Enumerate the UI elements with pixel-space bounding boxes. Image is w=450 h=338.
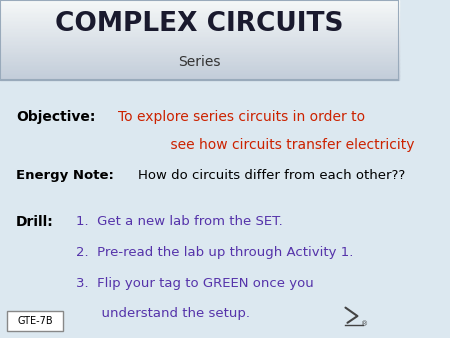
- Bar: [0, 13, 399, 15]
- Text: COMPLEX CIRCUITS: COMPLEX CIRCUITS: [55, 11, 344, 37]
- Bar: [0, 51, 399, 53]
- Text: Objective:: Objective:: [16, 110, 95, 124]
- Bar: [0, 8, 399, 9]
- Bar: [0, 50, 399, 52]
- Bar: [0, 38, 399, 40]
- Bar: [0, 0, 399, 2]
- Text: 3.  Flip your tag to GREEN once you: 3. Flip your tag to GREEN once you: [76, 277, 314, 290]
- Bar: [0, 25, 399, 27]
- Bar: [0, 12, 399, 14]
- Bar: [0, 78, 399, 80]
- Bar: [0, 6, 399, 8]
- Text: How do circuits differ from each other??: How do circuits differ from each other??: [138, 169, 405, 182]
- Bar: [0, 24, 399, 25]
- Bar: [0, 41, 399, 43]
- Bar: [0, 61, 399, 63]
- Text: To explore series circuits in order to: To explore series circuits in order to: [118, 110, 365, 124]
- Bar: [0, 35, 399, 37]
- Bar: [0, 28, 399, 29]
- Bar: [0, 69, 399, 70]
- Bar: [0, 1, 399, 3]
- Text: Series: Series: [179, 55, 221, 69]
- Bar: [0, 66, 399, 68]
- Text: Drill:: Drill:: [16, 215, 54, 229]
- Bar: [0, 19, 399, 20]
- Bar: [0, 73, 399, 74]
- Text: understand the setup.: understand the setup.: [76, 307, 250, 320]
- Bar: [0, 22, 399, 24]
- Bar: [0, 16, 399, 18]
- Bar: [0, 55, 399, 57]
- Text: ®: ®: [361, 321, 369, 328]
- Bar: [0, 67, 399, 69]
- Bar: [7, 311, 63, 331]
- Bar: [0, 58, 399, 60]
- Bar: [0, 15, 399, 16]
- Bar: [0, 45, 399, 47]
- Bar: [0, 42, 399, 44]
- Bar: [0, 20, 399, 21]
- Text: 2.  Pre-read the lab up through Activity 1.: 2. Pre-read the lab up through Activity …: [76, 246, 353, 259]
- Bar: [0, 62, 399, 64]
- Text: 1.  Get a new lab from the SET.: 1. Get a new lab from the SET.: [76, 215, 283, 228]
- Bar: [0, 30, 399, 32]
- Bar: [0, 59, 399, 61]
- Bar: [0, 17, 399, 19]
- Text: Energy Note:: Energy Note:: [16, 169, 114, 182]
- Bar: [0, 3, 399, 4]
- Text: GTE-7B: GTE-7B: [18, 316, 53, 326]
- Bar: [0, 0, 399, 80]
- Bar: [0, 32, 399, 33]
- Bar: [0, 10, 399, 12]
- Bar: [0, 70, 399, 72]
- Bar: [0, 40, 399, 41]
- Bar: [0, 4, 399, 5]
- Bar: [0, 46, 399, 48]
- Bar: [0, 65, 399, 66]
- Bar: [0, 77, 399, 78]
- Bar: [0, 21, 399, 23]
- Bar: [0, 37, 399, 39]
- Bar: [0, 34, 399, 36]
- Bar: [0, 5, 399, 7]
- Bar: [0, 53, 399, 54]
- Bar: [0, 33, 399, 35]
- Text: see how circuits transfer electricity: see how circuits transfer electricity: [118, 138, 414, 152]
- Bar: [0, 48, 399, 49]
- Bar: [0, 49, 399, 50]
- Bar: [0, 54, 399, 56]
- Bar: [0, 74, 399, 76]
- Bar: [0, 26, 399, 28]
- Bar: [0, 9, 399, 11]
- Bar: [0, 57, 399, 58]
- Bar: [0, 71, 399, 73]
- Bar: [0, 64, 399, 65]
- Bar: [0, 75, 399, 77]
- Bar: [0, 29, 399, 31]
- Bar: [0, 44, 399, 45]
